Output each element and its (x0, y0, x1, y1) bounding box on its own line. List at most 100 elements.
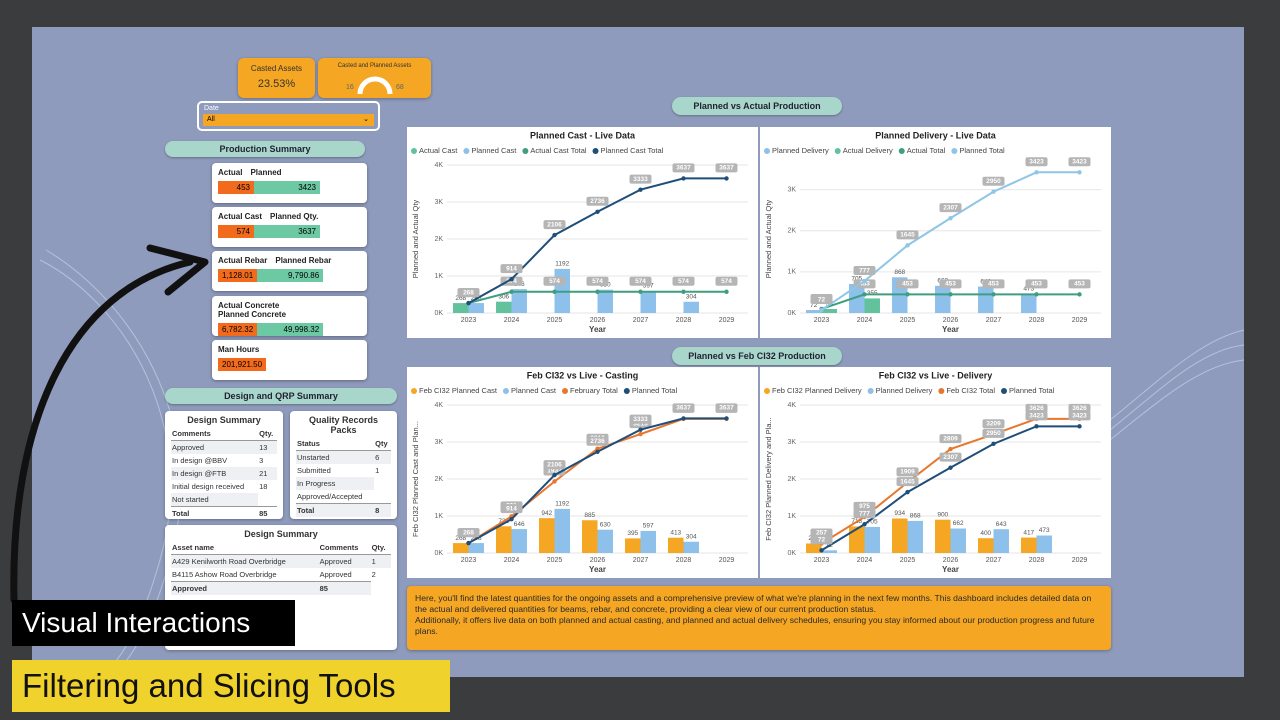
bar (597, 289, 613, 313)
bar-label: 868 (894, 269, 905, 276)
line-point (991, 292, 996, 297)
label-box (1068, 411, 1091, 421)
x-tick-label: 2029 (719, 317, 735, 324)
bar (806, 543, 822, 553)
line-label: 257 (816, 530, 827, 537)
kpi-label: Planned (250, 168, 282, 177)
line-point (509, 289, 514, 294)
y-axis-label: Planned and Actual Qty (411, 200, 420, 279)
y-tick-label: 2K (787, 228, 796, 235)
bar (453, 543, 469, 553)
line-label: 574 (678, 278, 689, 285)
y-tick-label: 2K (434, 236, 443, 243)
x-tick-label: 2028 (1029, 317, 1045, 324)
date-slicer[interactable]: Date All ⌄ (197, 101, 380, 131)
header-cell: Qty (374, 437, 391, 451)
card-value: 23.53% (257, 78, 296, 90)
table-row: In design @FTB 21 (171, 467, 277, 480)
legend-label: Planned Total (959, 146, 1005, 155)
table-cell: 1 (370, 554, 391, 568)
table-row: Approved/Accepted (296, 490, 391, 504)
legend-label: Feb CI32 Planned Delivery (772, 386, 862, 395)
line-label: 2307 (943, 454, 958, 461)
table-cell: Approved/Accepted (297, 492, 363, 501)
label-box (586, 196, 609, 206)
line-label: 72 (818, 537, 826, 544)
table-cell: In design @FTB (171, 467, 259, 480)
bar-label: 705 (867, 519, 878, 526)
kpi-values: 201,921.50 (218, 358, 361, 371)
header-cell: Qty. (258, 427, 277, 441)
y-tick-label: 1K (787, 513, 796, 520)
line-label: 3213 (633, 420, 648, 427)
header-cell: Qty. (370, 541, 391, 555)
bar-label: 413 (670, 529, 681, 536)
label-box (672, 163, 695, 173)
bar (978, 286, 994, 313)
x-axis-label: Year (589, 565, 606, 574)
kpi-card: Actual Cast Planned Qty. 574 3637 (212, 207, 367, 247)
line-label: 1909 (900, 469, 915, 476)
description-box: Here, you'll find the latest quantities … (407, 586, 1111, 650)
description-text: Here, you'll find the latest quantities … (415, 593, 1092, 614)
kpi-values: 453 3423 (218, 181, 361, 194)
label-box (896, 230, 919, 240)
legend-marker (834, 148, 841, 154)
table-cell: Submitted (297, 466, 331, 475)
line-point (552, 232, 557, 238)
line-label: 2106 (547, 461, 562, 468)
label-box (982, 279, 1005, 289)
label-box (715, 403, 738, 413)
total-row: Approved 85 (171, 581, 391, 595)
kpi-label: Man Hours (218, 345, 260, 354)
design-summary-table: Design Summary Comments Qty. Approved 13 In d… (165, 411, 283, 519)
label-box (586, 276, 609, 286)
legend-marker (867, 388, 874, 394)
line-point (862, 292, 867, 297)
kpi-value: 3423 (254, 181, 320, 194)
x-tick-label: 2026 (943, 557, 959, 564)
legend-marker (502, 388, 509, 394)
label-box (896, 279, 919, 289)
bar (821, 308, 837, 313)
chart-panel (407, 127, 758, 338)
bar-label: 417 (1023, 529, 1034, 536)
kpi-label: Planned Rebar (275, 256, 332, 265)
slicer-dropdown[interactable]: All ⌄ (203, 114, 374, 126)
table-cell: In design @BBV (172, 456, 228, 465)
bar-label: 1192 (555, 501, 569, 508)
kpi-value: 1,128.01 (218, 269, 258, 282)
label-box (939, 279, 962, 289)
bar (511, 529, 527, 553)
bar-label: 304 (686, 293, 697, 300)
line-label: 975 (859, 503, 870, 510)
x-tick-label: 2026 (590, 317, 606, 324)
kpi-labels: Actual Cast Planned Qty. (218, 212, 361, 221)
line-point (1077, 424, 1082, 429)
x-tick-label: 2023 (814, 557, 830, 564)
line-point (552, 479, 557, 484)
label-box (500, 264, 523, 274)
line-label: 2736 (590, 198, 605, 205)
line-point (948, 215, 953, 221)
label-box (1025, 279, 1048, 289)
x-tick-label: 2027 (633, 317, 649, 324)
line-label: 3423 (1029, 158, 1044, 165)
gauge-max: 68 (396, 84, 404, 91)
table-row: Initial design received 18 (171, 480, 277, 493)
line-label: 1933 (547, 468, 562, 475)
label-box (672, 403, 695, 413)
line-point (819, 548, 824, 553)
arrow-head (146, 244, 209, 296)
label-box (1025, 403, 1048, 413)
line-label: 574 (506, 278, 517, 285)
table-cell: Approved (319, 570, 352, 579)
bar-label: 306 (498, 293, 509, 300)
header-cell: Status (296, 437, 375, 451)
line-label: 2307 (943, 204, 958, 211)
label-box (939, 452, 962, 462)
gauge (357, 76, 393, 95)
total-cell: 85 (318, 581, 371, 595)
